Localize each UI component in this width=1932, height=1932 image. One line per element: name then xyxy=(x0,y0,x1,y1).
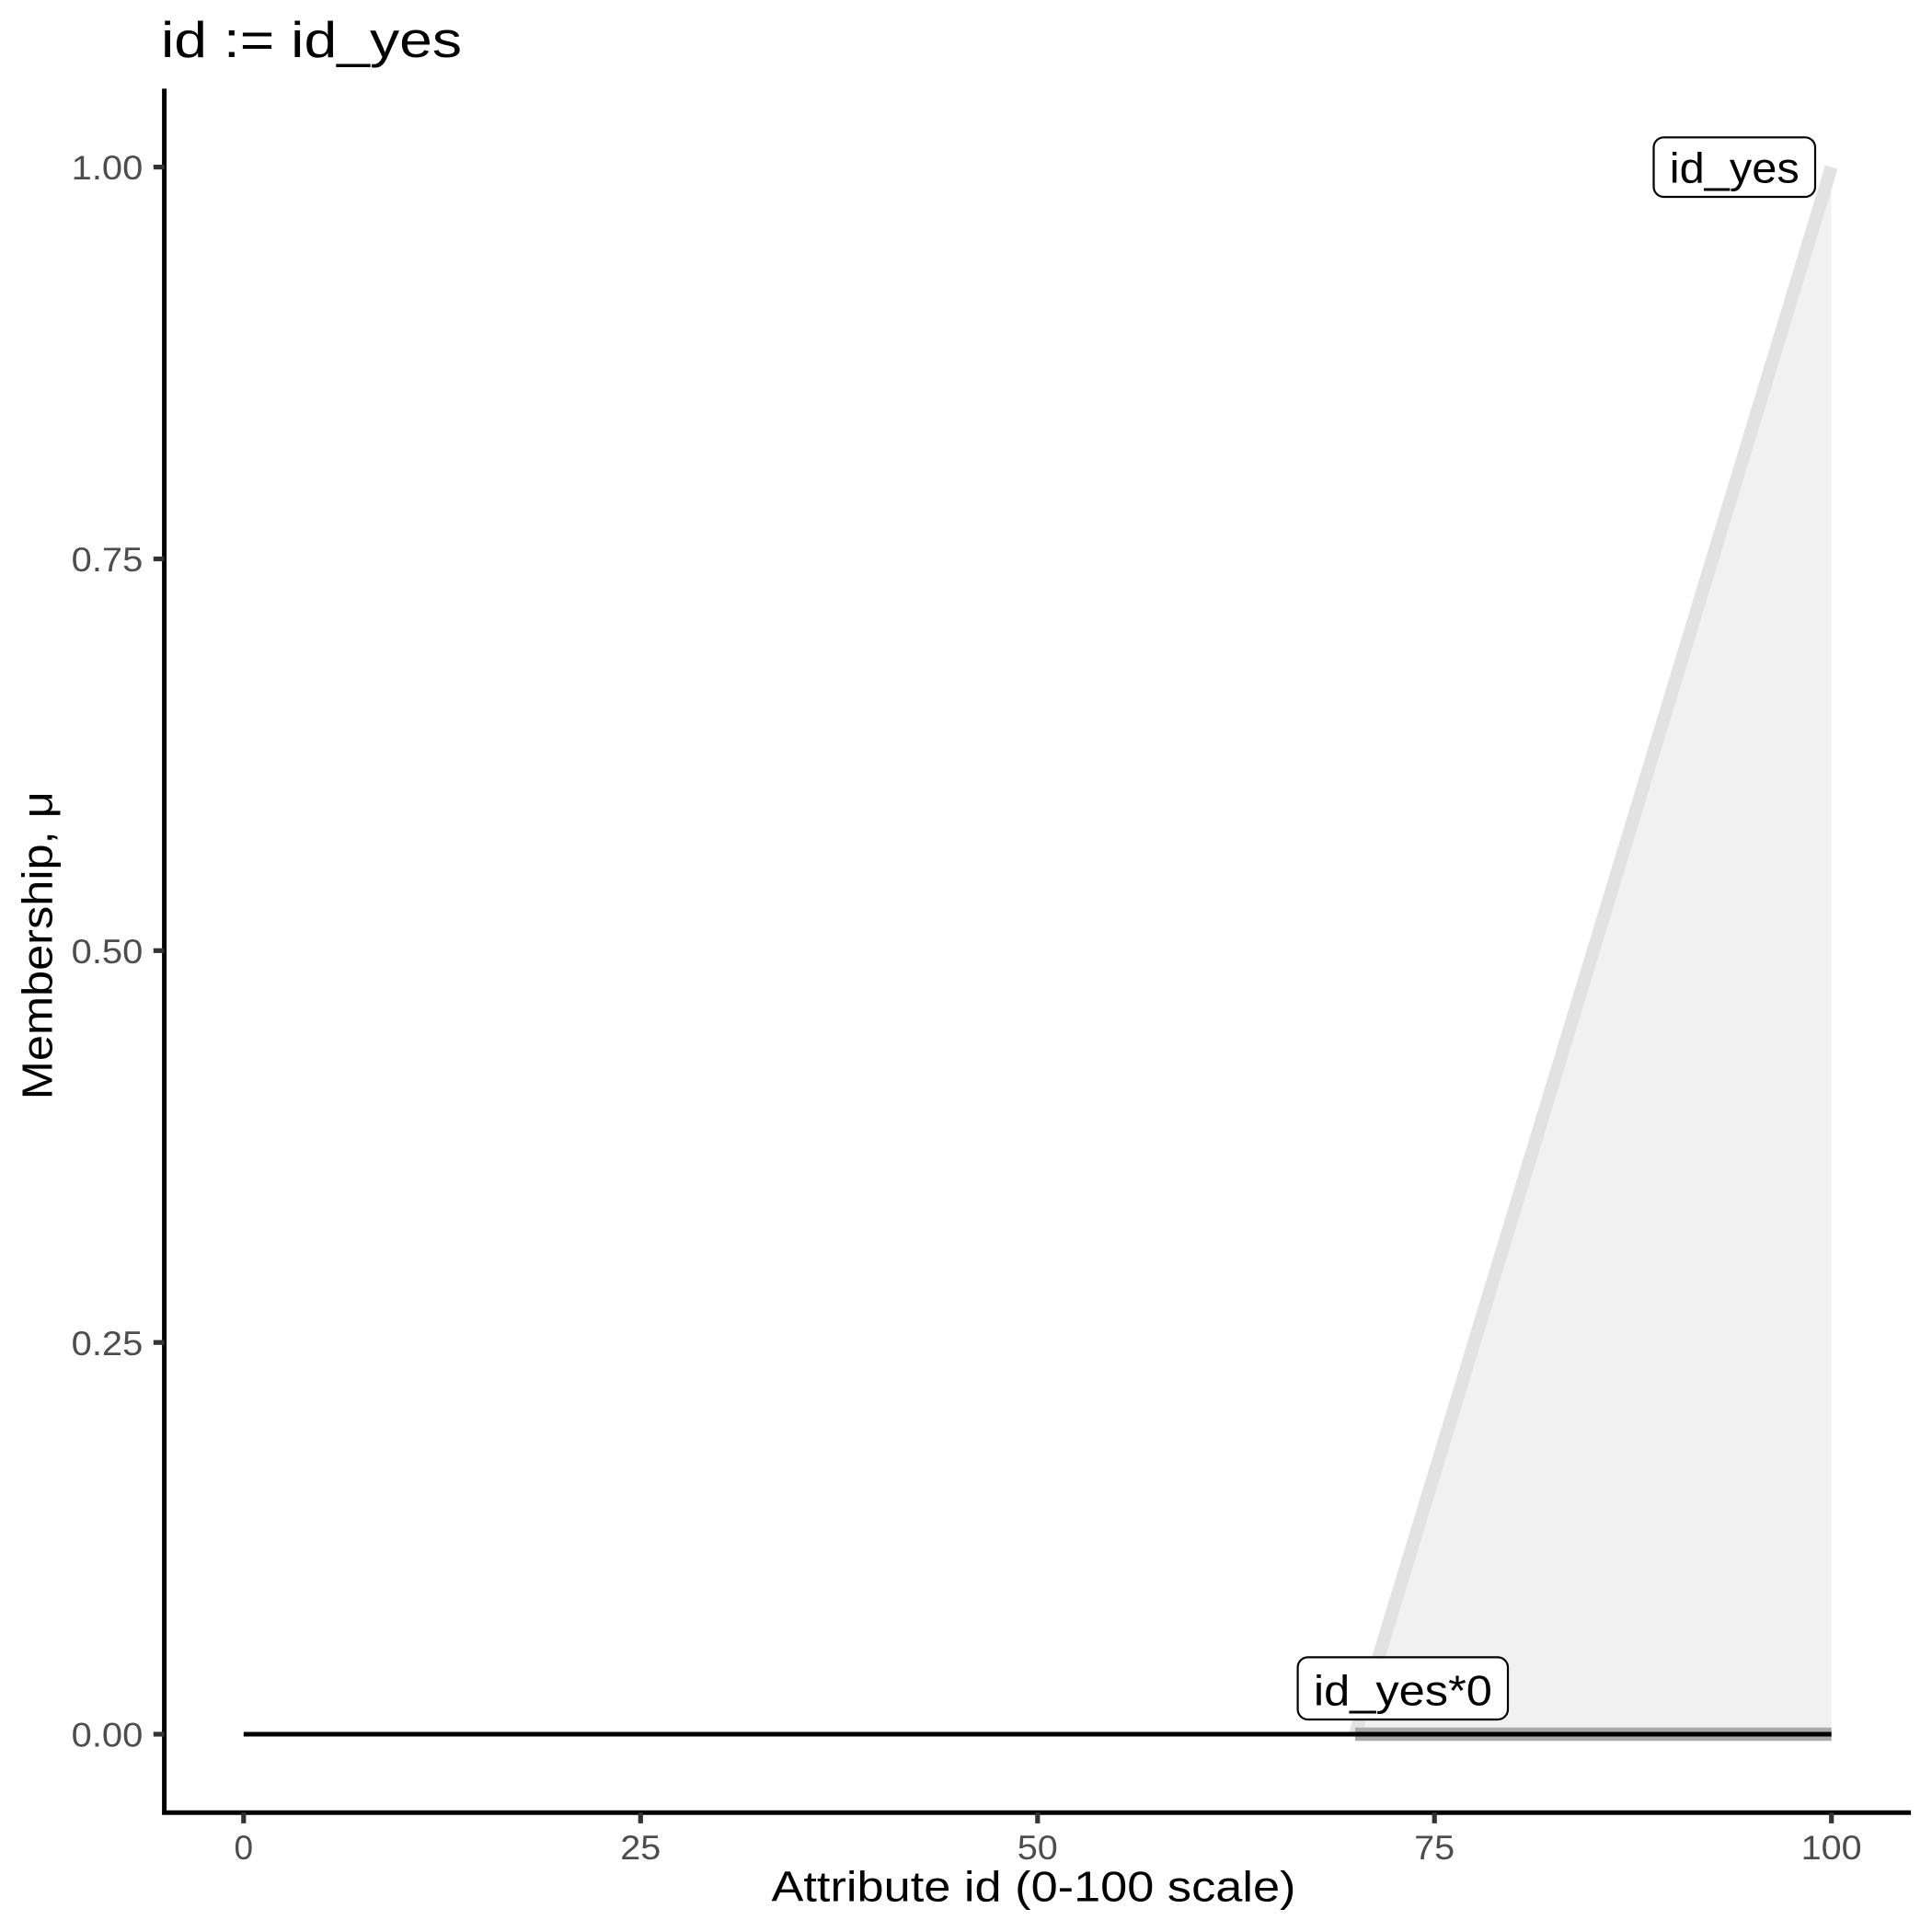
svg-text:0: 0 xyxy=(235,1829,254,1867)
svg-text:0.00: 0.00 xyxy=(72,1717,144,1754)
svg-text:id_yes: id_yes xyxy=(1670,144,1800,192)
svg-text:id_yes*0: id_yes*0 xyxy=(1314,1667,1492,1715)
svg-text:0.25: 0.25 xyxy=(72,1325,144,1363)
svg-text:Membership, μ: Membership, μ xyxy=(14,791,62,1099)
svg-text:Attribute id (0-100 scale): Attribute id (0-100 scale) xyxy=(772,1863,1296,1911)
svg-text:id := id_yes: id := id_yes xyxy=(161,11,462,68)
svg-text:0.75: 0.75 xyxy=(72,541,144,579)
svg-text:50: 50 xyxy=(1018,1829,1058,1867)
svg-text:100: 100 xyxy=(1801,1829,1862,1867)
svg-text:75: 75 xyxy=(1414,1829,1455,1867)
svg-text:0.50: 0.50 xyxy=(72,933,144,971)
svg-text:1.00: 1.00 xyxy=(72,149,144,187)
svg-text:25: 25 xyxy=(620,1829,661,1867)
